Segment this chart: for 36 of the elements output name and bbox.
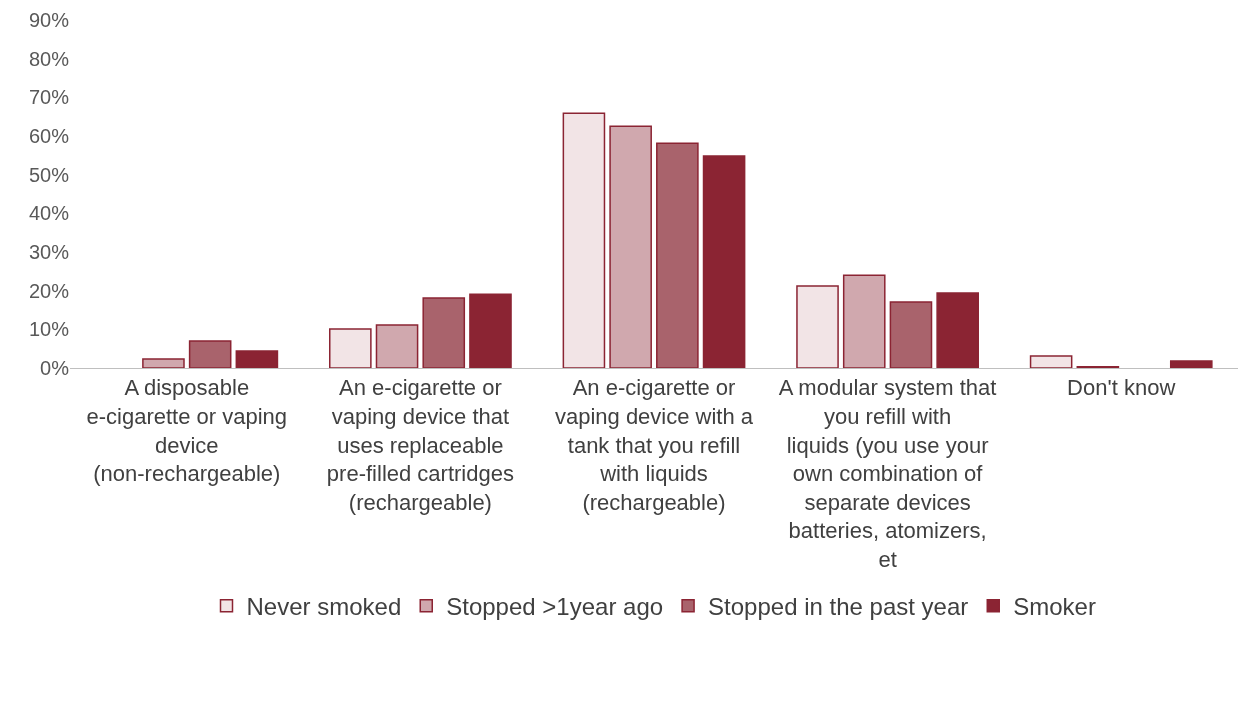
bar [375, 324, 419, 368]
bar [235, 350, 279, 368]
legend-label: Never smoked [246, 593, 402, 621]
bar [1169, 360, 1213, 368]
bar [936, 292, 979, 368]
bar [142, 358, 185, 368]
bar [469, 293, 512, 368]
x-tick-label: An e-cigarette or vaping device that uses replaceable pre-filled cartridges (rechargeable) [326, 375, 514, 515]
y-tick-label: 50% [28, 163, 70, 186]
y-tick-label: 80% [28, 47, 70, 70]
bar [1029, 355, 1073, 368]
bar [422, 297, 466, 368]
legend-label: Stopped in the past year [708, 593, 969, 621]
x-tick-label: Don't know [1067, 375, 1176, 401]
bar [702, 155, 746, 368]
y-tick-label: 20% [28, 279, 70, 302]
x-tick-label: A disposable e-cigarette or vaping device (non-rechargeable) [86, 375, 288, 487]
bar [562, 112, 606, 368]
y-tick-label: 70% [28, 86, 70, 109]
y-tick-label: 40% [28, 202, 70, 225]
x-tick-label: A modular system that you refill with liquids (you use your own combination of separate devices batteries, atomizers, et [778, 375, 997, 572]
bar [842, 274, 886, 368]
y-tick-label: 10% [28, 318, 70, 341]
x-tick-label: An e-cigarette or vaping device with a tank that you refill with liquids (rechargeable) [554, 375, 754, 515]
legend-label: Stopped >1year ago [446, 593, 664, 621]
y-tick-label: 60% [28, 125, 70, 147]
y-tick-label: 30% [28, 241, 70, 263]
bar [188, 340, 232, 368]
bar [609, 125, 652, 368]
bar [889, 301, 933, 368]
bar [796, 285, 839, 368]
bar [329, 328, 372, 368]
legend-label: Smoker [1013, 593, 1096, 621]
y-tick-label: 90% [28, 9, 70, 31]
bar [656, 142, 699, 368]
y-tick-label: 0% [40, 357, 70, 379]
